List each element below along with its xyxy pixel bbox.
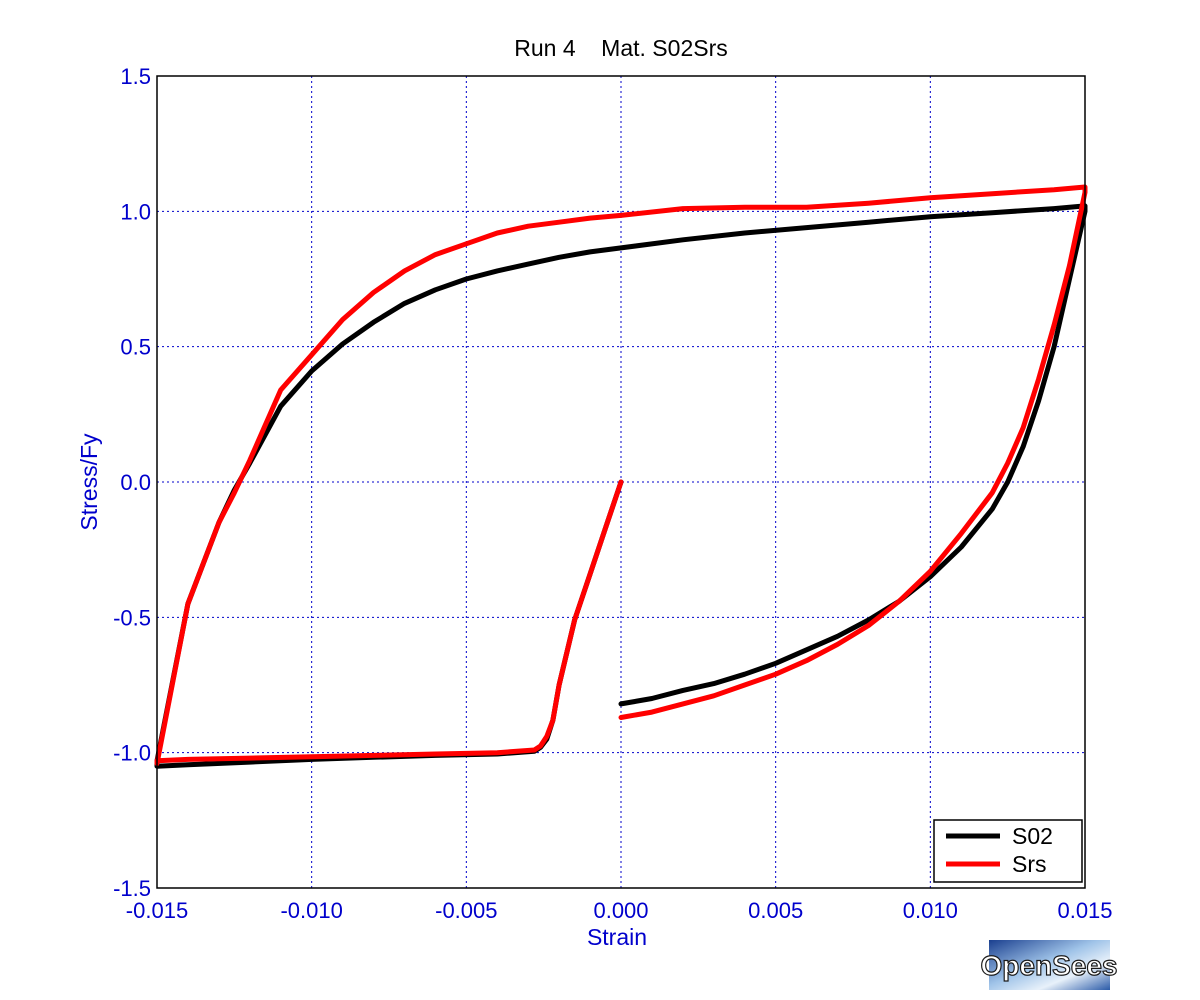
legend-box [933, 819, 1083, 883]
y-tick-label: 1.0 [120, 199, 151, 224]
series-group [154, 184, 1088, 769]
chart-title: Run 4 Mat. S02Srs [514, 35, 727, 61]
y-axis-label: Stress/Fy [76, 433, 102, 531]
y-tick-label: -1.5 [113, 876, 151, 901]
opensees-logo: OpenSees [980, 940, 1118, 990]
y-tick-label: -0.5 [113, 605, 151, 630]
legend-label-srs: Srs [1012, 851, 1047, 877]
x-tick-label: -0.015 [126, 898, 188, 923]
x-tick-label: -0.005 [435, 898, 497, 923]
y-tick-label: 1.5 [120, 64, 151, 89]
x-tick-label: 0.000 [593, 898, 648, 923]
logo-background [989, 940, 1110, 990]
legend: S02Srs [933, 819, 1083, 883]
y-tick-labels: 1.5 1.0 0.5 0.0 -0.5 -1.0 -1.5 [113, 64, 151, 901]
series-line-srs [154, 184, 1088, 766]
y-tick-label: 0.0 [120, 470, 151, 495]
y-tick-label: -1.0 [113, 741, 151, 766]
legend-label-s02: S02 [1012, 823, 1053, 849]
x-tick-label: 0.005 [748, 898, 803, 923]
logo-text: OpenSees [981, 950, 1118, 981]
x-axis-label: Strain [587, 924, 647, 950]
x-tick-label: 0.010 [903, 898, 958, 923]
x-tick-label: 0.015 [1057, 898, 1112, 923]
x-tick-label: -0.010 [280, 898, 342, 923]
plot-frame [156, 75, 1086, 889]
x-tick-labels: -0.015 -0.010 -0.005 0.000 0.005 0.010 0.015 [126, 898, 1113, 923]
y-tick-label: 0.5 [120, 335, 151, 360]
